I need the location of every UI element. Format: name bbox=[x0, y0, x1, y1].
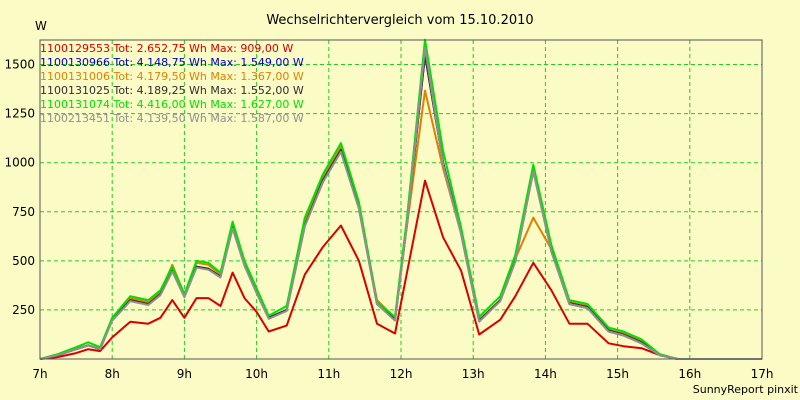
y-tick-label: 750 bbox=[12, 205, 35, 219]
footer-credit: SunnyReport pinxit bbox=[693, 383, 799, 396]
x-tick-label: 15h bbox=[606, 367, 629, 381]
x-tick-label: 10h bbox=[245, 367, 268, 381]
x-tick-label: 12h bbox=[390, 367, 413, 381]
legend-entry-1100130966: 1100130966 Tot: 4.148,75 Wh Max: 1.549,0… bbox=[40, 56, 304, 69]
y-tick-label: 1250 bbox=[4, 107, 35, 121]
x-tick-label: 9h bbox=[177, 367, 192, 381]
y-axis-label: W bbox=[35, 19, 47, 33]
y-tick-label: 1500 bbox=[4, 58, 35, 72]
x-tick-label: 17h bbox=[751, 367, 774, 381]
x-tick-label: 16h bbox=[678, 367, 701, 381]
series-lines bbox=[39, 38, 762, 360]
legend-entry-1100129553: 1100129553 Tot: 2.652,75 Wh Max: 909,00 … bbox=[40, 42, 293, 55]
y-tick-label: 1000 bbox=[4, 156, 35, 170]
x-tick-label: 13h bbox=[462, 367, 485, 381]
series-line-1100213451 bbox=[39, 46, 762, 360]
tick-labels: 250 500 750 1000 1250 1500 7h 8h 9h 10h 11h 12h 13h 1… bbox=[4, 58, 773, 381]
x-tick-label: 14h bbox=[534, 367, 557, 381]
x-tick-label: 11h bbox=[317, 367, 340, 381]
legend-entry-1100131074: 1100131074 Tot: 4.416,00 Wh Max: 1.627,0… bbox=[40, 98, 304, 111]
y-tick-label: 500 bbox=[12, 254, 35, 268]
series-line-1100129553 bbox=[39, 179, 762, 360]
x-tick-label: 8h bbox=[105, 367, 120, 381]
legend-entry-1100131025: 1100131025 Tot: 4.189,25 Wh Max: 1.552,0… bbox=[40, 84, 304, 97]
legend-entry-1100213451: 1100213451 Tot: 4.139,50 Wh Max: 1.587,0… bbox=[40, 112, 304, 125]
legend-entry-1100131006: 1100131006 Tot: 4.179,50 Wh Max: 1.367,0… bbox=[40, 70, 304, 83]
plot-frame bbox=[39, 39, 763, 360]
chart-title: Wechselrichtervergleich vom 15.10.2010 bbox=[266, 13, 533, 28]
x-tick-label: 7h bbox=[32, 367, 47, 381]
y-tick-label: 250 bbox=[12, 303, 35, 317]
legend: 1100129553 Tot: 2.652,75 Wh Max: 909,00 … bbox=[40, 42, 304, 125]
